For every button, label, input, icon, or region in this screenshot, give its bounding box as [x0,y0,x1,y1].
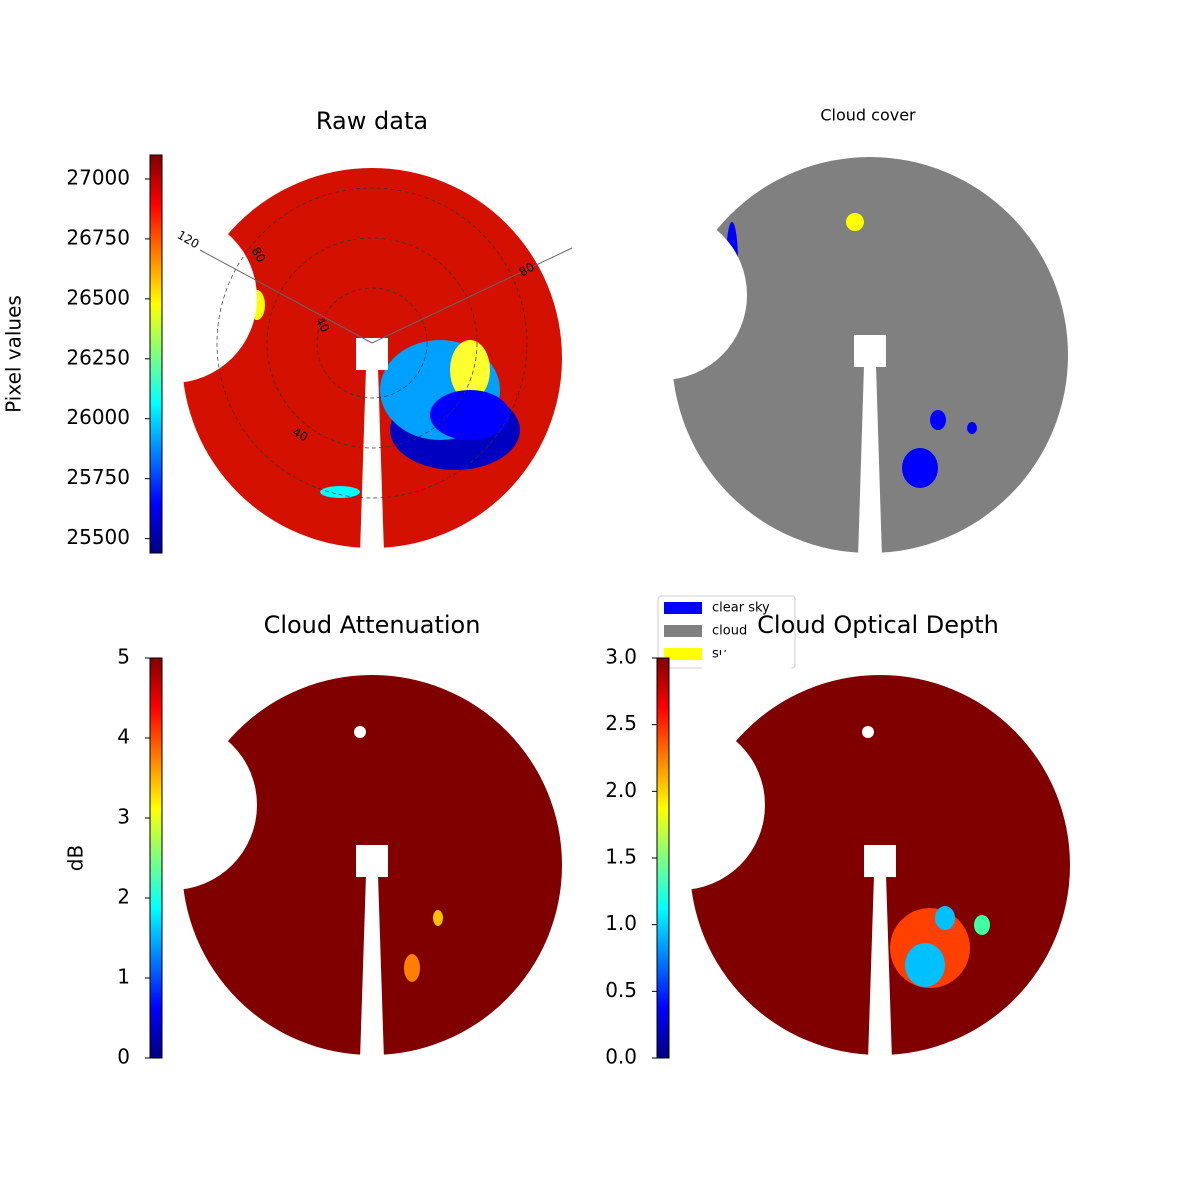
mask [577,210,747,380]
colorbar [149,657,163,1059]
legend-swatch [664,602,702,614]
colorbar-tick-label: 26750 [66,225,130,249]
colorbar-label: Pixel values [2,295,26,413]
colorbar-tick-label: 4 [117,725,130,749]
colorbar-tick-label: 0.0 [605,1045,637,1069]
mask [354,726,366,738]
colorbar-tick-label: 26500 [66,285,130,309]
colorbar [656,657,670,1059]
polar-label: 40 [313,315,333,335]
polar-ring [266,237,478,449]
polar-axis [371,247,573,344]
colorbar-tick-label: 3.0 [605,645,637,669]
image-region [902,448,938,488]
mask [356,845,388,877]
panel-title: Raw data [316,107,428,135]
sun-marker [846,213,864,231]
polar-label: 80 [249,245,269,265]
colorbar-tick-label: 26000 [66,405,130,429]
mask [87,213,257,383]
mask [360,875,384,1060]
legend-label: cloud [712,624,747,639]
image-region [967,422,977,434]
mask [595,720,765,890]
colorbar-tick-label: 2.0 [605,778,637,802]
mask [155,119,289,237]
image-region [930,410,946,430]
panel-title: Cloud Optical Depth [757,611,999,639]
image-region [905,943,945,987]
image-region [433,910,443,926]
colorbar-tick-label: 2.5 [605,711,637,735]
panel: Raw data12080404080255002575026000262502… [2,107,573,554]
mask [356,338,388,370]
legend-label: clear sky [712,601,770,616]
mask [87,720,257,890]
image-region [430,390,510,440]
colorbar-label: dB [64,845,88,871]
polar-ring [316,287,428,399]
image-region [450,340,490,400]
colorbar-tick-label: 25500 [66,525,130,549]
mask [862,726,874,738]
mask [864,845,896,877]
image-region [935,906,955,930]
colorbar-tick-label: 26250 [66,345,130,369]
panel: Cloud Optical Depth 0.0 0.5 1.0 1.5 2.0 2.5 3.0 [595,611,1070,1069]
mask [663,626,797,744]
panel: Cloud Attenuation 0 1 2 3 4 5 dB [64,611,562,1069]
mask [854,335,886,367]
colorbar [149,154,163,554]
polar-label: 80 [517,260,537,280]
mask [858,365,882,558]
colorbar-tick-label: 0 [117,1045,130,1069]
colorbar-tick-label: 27000 [66,165,130,189]
image-region [404,954,420,982]
image-region [320,486,360,498]
polar-ring [216,187,528,499]
colorbar-tick-label: 2 [117,885,130,909]
colorbar-tick-label: 5 [117,645,130,669]
colorbar-tick-label: 1.5 [605,845,637,869]
colorbar-tick-label: 0.5 [605,978,637,1002]
mask [155,626,289,744]
polar-axis [199,249,373,344]
colorbar-tick-label: 1 [117,965,130,989]
mask [868,875,892,1060]
panel-title: Cloud Attenuation [264,611,481,639]
legend-swatch [664,648,702,660]
image-region [974,915,990,935]
panel-title: Cloud cover [820,106,916,125]
colorbar-tick-label: 1.0 [605,911,637,935]
colorbar-tick-label: 3 [117,805,130,829]
legend-swatch [664,625,702,637]
mask [645,108,779,226]
polar-label: 40 [290,425,310,445]
mask [360,368,384,553]
colorbar-tick-label: 25750 [66,465,130,489]
